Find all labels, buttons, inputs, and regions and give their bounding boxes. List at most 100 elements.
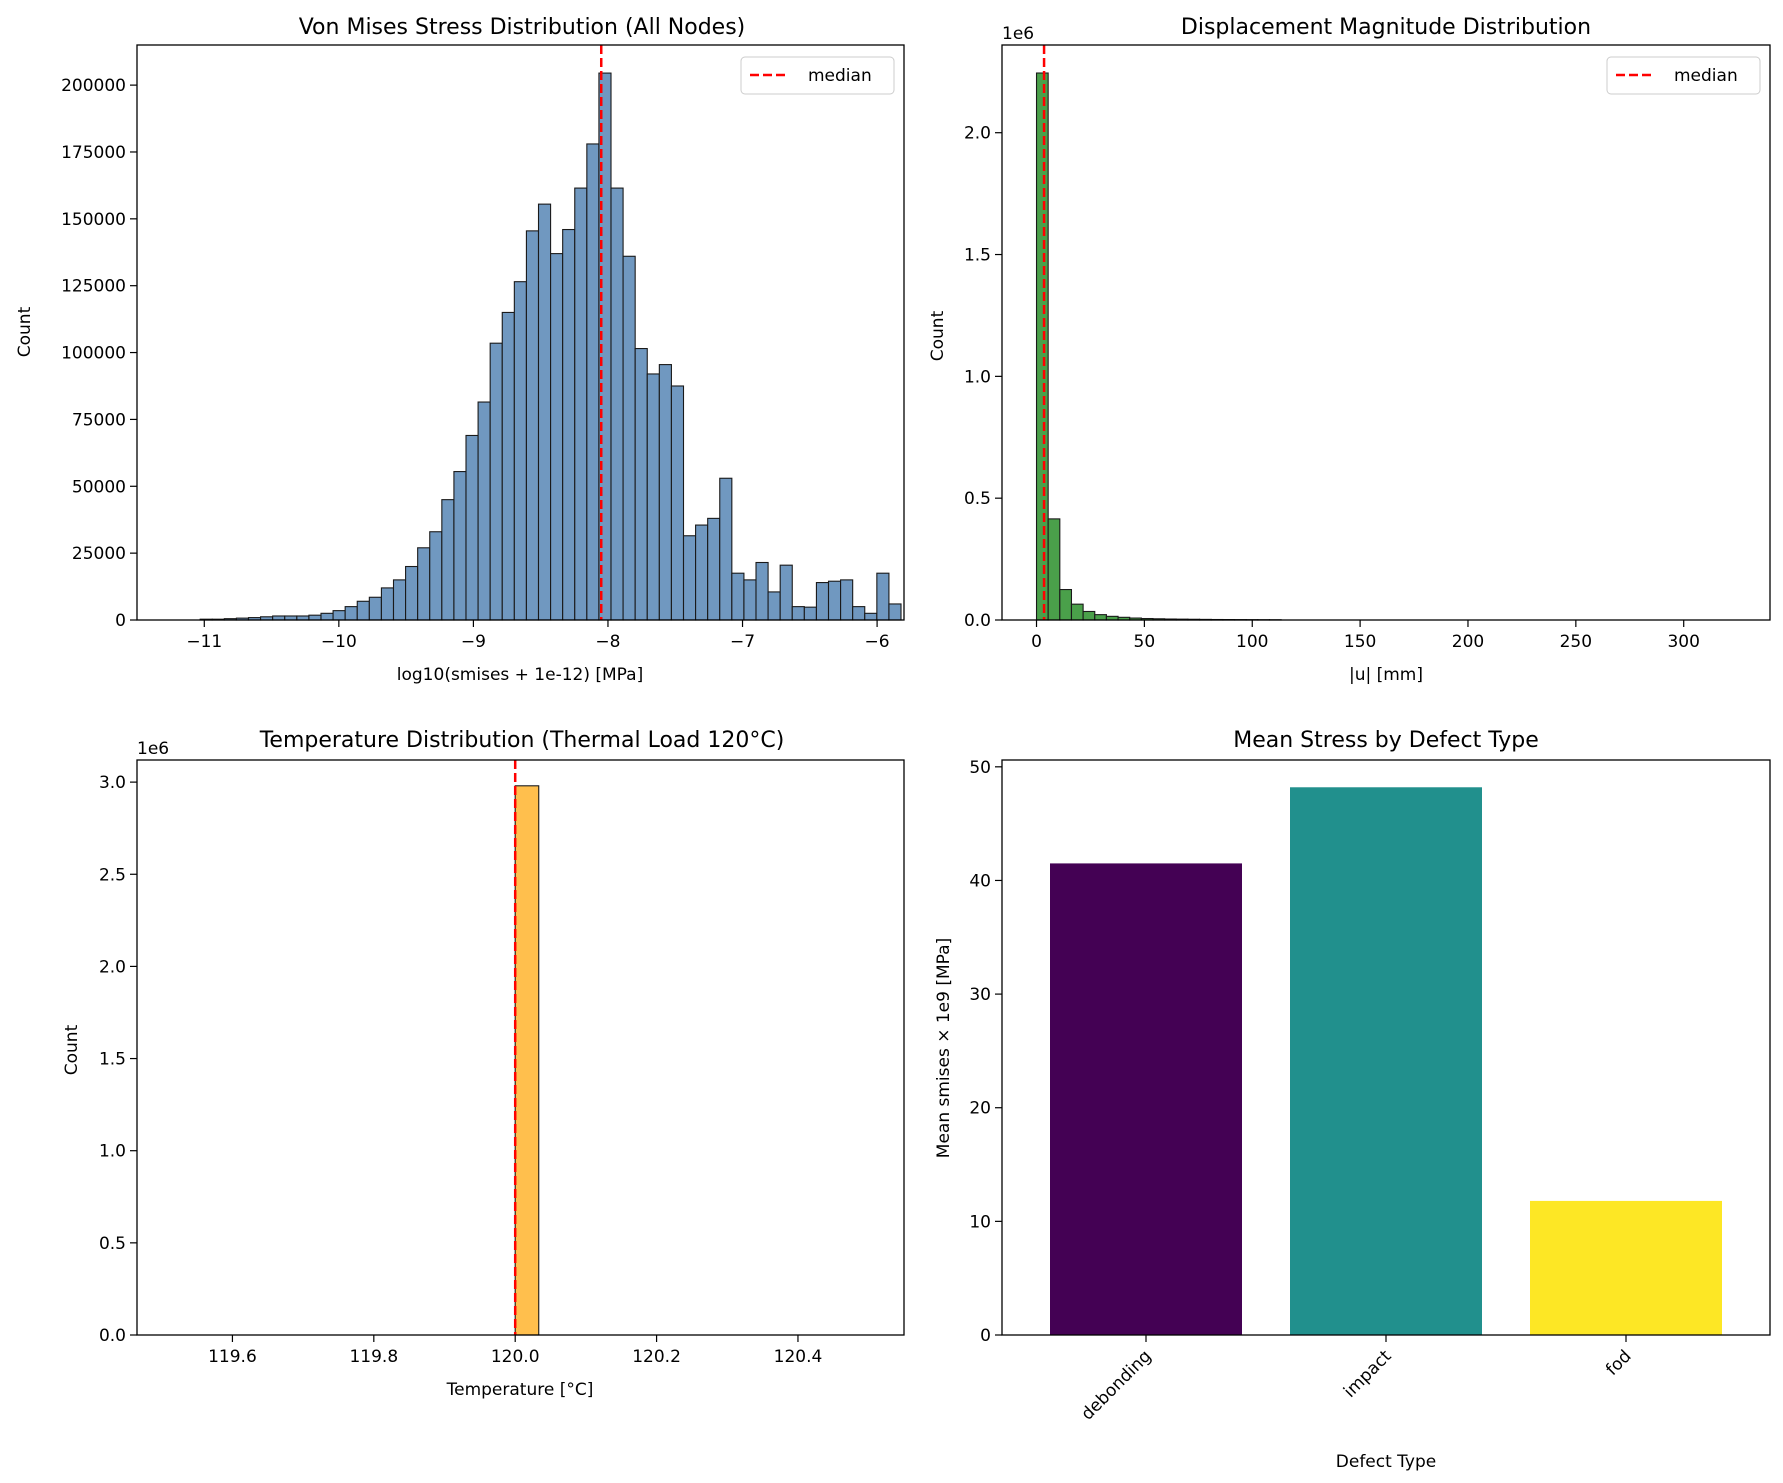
stress-bar <box>670 385 685 621</box>
displacement-plot-frame <box>1001 44 1771 621</box>
stress-bar <box>525 230 540 621</box>
stress-bar <box>767 591 781 621</box>
temperature-y-ticks: 0.0 0.5 1.0 1.5 2.0 2.5 3.0 <box>99 773 137 1346</box>
stress-bar <box>441 499 455 621</box>
stress-bar <box>489 342 503 621</box>
temperature-y-axis-label: Count <box>62 1024 82 1075</box>
temperature-y-tick-label: 3.0 <box>99 773 126 793</box>
stress-x-tick-label: −6 <box>865 632 890 652</box>
stress-x-ticks: −11 −10 −9 −8 −7 −6 <box>186 620 890 652</box>
displacement-bar <box>1047 518 1061 621</box>
displacement-bar <box>1082 610 1096 621</box>
displacement-x-tick-label: 300 <box>1667 632 1699 652</box>
stress-bar <box>380 587 395 621</box>
stress-bar <box>840 579 854 621</box>
defect-x-tick-label: impact <box>1340 1346 1396 1402</box>
stress-y-tick-label: 75000 <box>72 410 126 430</box>
stress-legend-label: median <box>808 66 872 86</box>
stress-bar <box>465 434 479 621</box>
stress-plot-frame <box>136 44 905 621</box>
temperature-x-ticks: 119.6 119.8 120.0 120.2 120.4 <box>208 1335 822 1367</box>
defect-bar-impact <box>1290 787 1482 1335</box>
displacement-x-tick-label: 250 <box>1560 632 1592 652</box>
defect-y-ticks: 0 10 20 30 40 50 <box>969 758 1002 1346</box>
stress-bar <box>332 610 346 621</box>
temperature-y-tick-label: 0.0 <box>99 1326 126 1346</box>
stress-bar <box>392 579 407 621</box>
defect-y-tick-label: 50 <box>969 758 991 778</box>
displacement-y-tick-label: 1.0 <box>964 367 991 387</box>
stress-y-tick-label: 175000 <box>61 143 126 163</box>
defect-stress-panel: Mean Stress by Defect Type debonding impa… <box>934 728 1771 1472</box>
stress-bar <box>731 572 745 621</box>
temperature-x-tick-label: 120.4 <box>774 1347 823 1367</box>
stress-histogram-bars <box>199 72 902 621</box>
temperature-y-tick-label: 2.0 <box>99 957 126 977</box>
temperature-plot-frame <box>136 759 905 1336</box>
stress-bar <box>658 364 672 621</box>
displacement-x-ticks: 0 50 100 150 200 250 300 <box>1031 620 1700 652</box>
stress-bar <box>562 228 576 621</box>
temperature-x-tick-label: 120.2 <box>632 1347 681 1367</box>
displacement-y-axis-label: Count <box>928 310 948 361</box>
displacement-y-ticks: 0.0 0.5 1.0 1.5 2.0 <box>964 124 1002 631</box>
stress-bar <box>695 524 709 621</box>
displacement-histogram-bars <box>1035 72 1282 621</box>
stress-bar <box>344 606 358 621</box>
displacement-x-tick-label: 150 <box>1344 632 1376 652</box>
stress-bar <box>864 612 878 621</box>
stress-x-axis-label: log10(smises + 1e-12) [MPa] <box>397 665 643 685</box>
temperature-histogram-panel: Temperature Distribution (Thermal Load 1… <box>62 728 905 1400</box>
stress-bar <box>513 281 527 621</box>
stress-y-tick-label: 25000 <box>72 544 126 564</box>
stress-bar <box>537 203 552 621</box>
displacement-histogram-title: Displacement Magnitude Distribution <box>1181 15 1591 40</box>
stress-bar <box>755 561 769 621</box>
temperature-y-offset-label: 1e6 <box>137 739 169 759</box>
stress-histogram-panel: Von Mises Stress Distribution (All Nodes… <box>15 15 905 685</box>
stress-x-tick-label: −10 <box>321 632 357 652</box>
stress-bar <box>417 547 431 621</box>
defect-x-axis-label: Defect Type <box>1336 1452 1436 1472</box>
defect-y-tick-label: 40 <box>969 871 991 891</box>
temperature-y-tick-label: 0.5 <box>99 1234 126 1254</box>
stress-y-tick-label: 150000 <box>61 210 126 230</box>
defect-bar-fod <box>1530 1200 1722 1335</box>
temperature-x-tick-label: 119.8 <box>349 1347 398 1367</box>
displacement-histogram-panel: Displacement Magnitude Distribution 0 50 1… <box>928 15 1771 685</box>
defect-stress-title: Mean Stress by Defect Type <box>1233 728 1539 753</box>
temperature-x-tick-label: 119.6 <box>208 1347 257 1367</box>
displacement-x-tick-label: 200 <box>1452 632 1484 652</box>
stress-legend: median <box>740 56 895 95</box>
stress-legend-box <box>740 56 895 95</box>
stress-bar <box>876 572 890 621</box>
temperature-bar <box>514 785 540 1336</box>
stress-bar <box>501 311 515 621</box>
displacement-bar <box>1070 603 1084 621</box>
displacement-y-tick-label: 0.5 <box>964 489 991 509</box>
stress-histogram-title: Von Mises Stress Distribution (All Nodes… <box>299 15 746 40</box>
stress-y-ticks: 0 25000 50000 75000 100000 125000 150000 175000… <box>61 76 137 631</box>
stress-bar <box>791 606 805 621</box>
stress-bar <box>429 531 443 621</box>
stress-bar <box>852 606 866 621</box>
stress-y-tick-label: 200000 <box>61 76 126 96</box>
defect-x-tick-label: fod <box>1602 1346 1635 1379</box>
stress-y-tick-label: 125000 <box>61 277 126 297</box>
displacement-y-tick-label: 2.0 <box>964 124 991 144</box>
stress-bar <box>405 565 419 621</box>
displacement-legend: median <box>1606 56 1761 95</box>
stress-x-tick-label: −11 <box>186 632 222 652</box>
defect-y-axis-label: Mean smises × 1e9 [MPa] <box>934 938 954 1158</box>
displacement-legend-box <box>1606 56 1761 95</box>
stress-bar <box>477 401 491 621</box>
displacement-x-tick-label: 50 <box>1134 632 1156 652</box>
displacement-y-tick-label: 1.5 <box>964 246 991 266</box>
temperature-histogram-title: Temperature Distribution (Thermal Load 1… <box>259 728 785 753</box>
temperature-x-tick-label: 120.0 <box>491 1347 540 1367</box>
temperature-histogram-bars <box>514 785 540 1336</box>
stress-bar <box>368 596 382 621</box>
displacement-bar <box>1035 72 1049 621</box>
stress-y-tick-label: 0 <box>115 611 126 631</box>
displacement-x-axis-label: |u| [mm] <box>1349 665 1423 685</box>
